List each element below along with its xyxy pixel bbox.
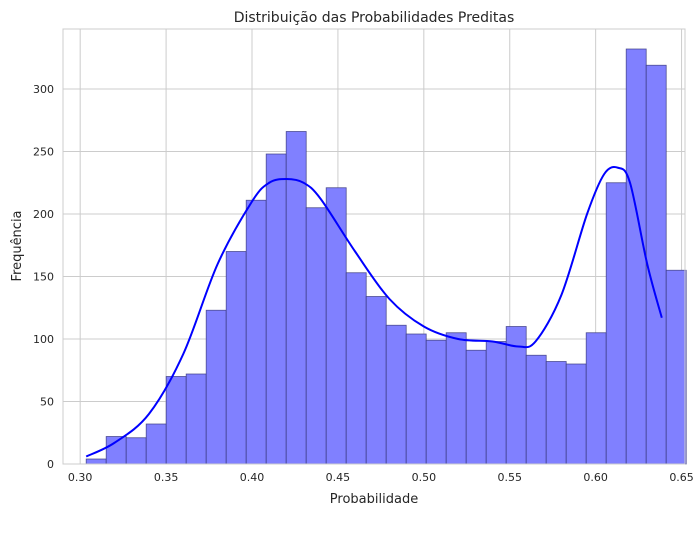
x-tick-label: 0.45 xyxy=(326,471,351,484)
histogram-bar xyxy=(565,363,587,465)
histogram-bar xyxy=(265,153,287,465)
y-tick-label: 300 xyxy=(33,83,54,96)
histogram-bar xyxy=(345,272,367,465)
histogram-bar xyxy=(365,296,387,465)
histogram-bar xyxy=(645,64,667,465)
y-tick-label: 200 xyxy=(33,208,54,221)
histogram-bar xyxy=(665,269,687,465)
y-tick-label: 50 xyxy=(40,396,54,409)
x-tick-label: 0.50 xyxy=(412,471,437,484)
x-tick-label: 0.65 xyxy=(669,471,694,484)
plot-frame xyxy=(62,28,686,465)
y-tick-label: 250 xyxy=(33,146,54,159)
histogram-bar xyxy=(605,182,627,465)
histogram-bar xyxy=(465,349,487,465)
x-tick-label: 0.55 xyxy=(497,471,522,484)
histogram-bar xyxy=(125,437,147,465)
y-tick-label: 150 xyxy=(33,271,54,284)
histogram-bar xyxy=(185,373,207,465)
histogram-bar xyxy=(305,207,327,465)
y-tick-label: 0 xyxy=(47,458,54,471)
histogram-bar xyxy=(525,354,547,465)
histogram-bar xyxy=(145,423,167,465)
histogram-bar xyxy=(385,324,407,465)
histogram-bar xyxy=(285,131,307,465)
histogram-bar xyxy=(225,251,247,465)
x-tick-label: 0.40 xyxy=(240,471,265,484)
y-tick-label: 100 xyxy=(33,333,54,346)
x-tick-label: 0.60 xyxy=(583,471,608,484)
kde-curve xyxy=(85,166,663,458)
histogram-bar xyxy=(485,341,507,465)
histogram-bar xyxy=(85,458,107,465)
x-tick-label: 0.30 xyxy=(68,471,93,484)
chart-title: Distribuição das Probabilidades Preditas xyxy=(234,10,515,26)
y-axis-label: Frequência xyxy=(10,210,25,281)
y-tick-labels: 0 50 100 150 200 250 300 xyxy=(33,83,54,471)
kde-curve-group xyxy=(85,166,663,458)
histogram-bar xyxy=(405,333,427,465)
x-tick-labels: 0.30 0.35 0.40 0.45 0.50 0.55 0.60 0.65 xyxy=(68,471,694,484)
histogram-bars xyxy=(85,48,687,465)
x-tick-label: 0.35 xyxy=(154,471,179,484)
histogram-bar xyxy=(205,309,227,465)
histogram-bar xyxy=(425,339,447,465)
histogram-bar xyxy=(165,376,187,465)
histogram-bar xyxy=(585,332,607,465)
histogram-bar xyxy=(625,48,647,465)
x-axis-label: Probabilidade xyxy=(330,492,418,507)
histogram-bar xyxy=(445,332,467,465)
histogram-bar xyxy=(245,199,267,465)
histogram-bar xyxy=(545,361,567,465)
histogram-bar xyxy=(325,187,347,465)
